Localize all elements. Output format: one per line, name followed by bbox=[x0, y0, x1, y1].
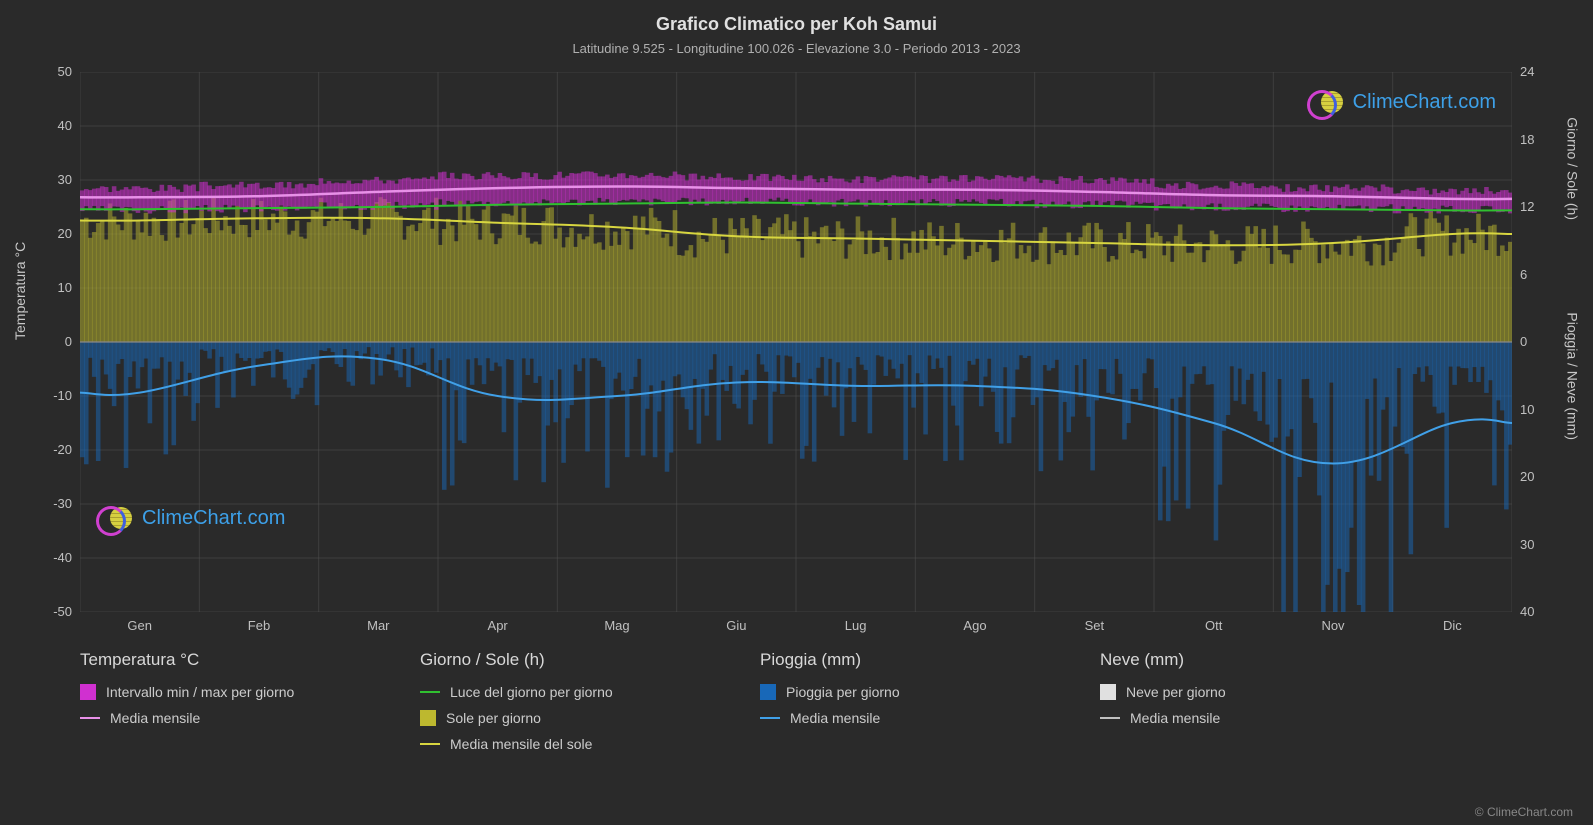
legend-heading: Temperatura °C bbox=[80, 650, 380, 670]
x-tick-month: Feb bbox=[229, 618, 289, 633]
chart-plot-area: ClimeChart.com ClimeChart.com bbox=[80, 72, 1512, 612]
y-tick-right: 20 bbox=[1520, 469, 1550, 484]
legend-col-rain: Pioggia (mm) Pioggia per giorno Media me… bbox=[760, 650, 1060, 752]
legend-item: Media mensile del sole bbox=[420, 736, 720, 752]
y-tick-left: 0 bbox=[42, 334, 72, 349]
watermark-text: ClimeChart.com bbox=[142, 507, 285, 530]
y-tick-left: 40 bbox=[42, 118, 72, 133]
rain-swatch-icon bbox=[760, 684, 776, 700]
legend-label: Sole per giorno bbox=[446, 710, 541, 726]
x-tick-month: Ott bbox=[1184, 618, 1244, 633]
x-tick-month: Dic bbox=[1422, 618, 1482, 633]
x-tick-month: Mag bbox=[587, 618, 647, 633]
daylight-line-icon bbox=[420, 691, 440, 693]
y-tick-right: 12 bbox=[1520, 199, 1550, 214]
y-tick-left: -20 bbox=[42, 442, 72, 457]
legend-item: Media mensile bbox=[760, 710, 1060, 726]
legend-item: Intervallo min / max per giorno bbox=[80, 684, 380, 700]
x-tick-month: Mar bbox=[348, 618, 408, 633]
y-tick-left: 30 bbox=[42, 172, 72, 187]
x-tick-month: Nov bbox=[1303, 618, 1363, 633]
legend-item: Media mensile bbox=[80, 710, 380, 726]
legend-heading: Pioggia (mm) bbox=[760, 650, 1060, 670]
y-tick-left: 50 bbox=[42, 64, 72, 79]
legend-label: Luce del giorno per giorno bbox=[450, 684, 613, 700]
y-tick-right: 30 bbox=[1520, 537, 1550, 552]
y-tick-right: 0 bbox=[1520, 334, 1550, 349]
x-tick-month: Apr bbox=[468, 618, 528, 633]
legend-col-daylight: Giorno / Sole (h) Luce del giorno per gi… bbox=[420, 650, 720, 752]
x-tick-month: Ago bbox=[945, 618, 1005, 633]
legend-label: Media mensile del sole bbox=[450, 736, 592, 752]
legend-item: Sole per giorno bbox=[420, 710, 720, 726]
y-tick-left: 20 bbox=[42, 226, 72, 241]
y-tick-left: -40 bbox=[42, 550, 72, 565]
legend: Temperatura °C Intervallo min / max per … bbox=[80, 650, 1512, 752]
y-tick-left: -30 bbox=[42, 496, 72, 511]
legend-label: Neve per giorno bbox=[1126, 684, 1226, 700]
chart-svg bbox=[80, 72, 1512, 612]
y-axis-right-bot-label: Pioggia / Neve (mm) bbox=[1565, 312, 1581, 440]
temp-range-swatch-icon bbox=[80, 684, 96, 700]
climechart-logo-icon bbox=[96, 506, 134, 530]
legend-item: Luce del giorno per giorno bbox=[420, 684, 720, 700]
legend-label: Intervallo min / max per giorno bbox=[106, 684, 294, 700]
climechart-logo-icon bbox=[1307, 90, 1345, 114]
y-tick-right: 18 bbox=[1520, 132, 1550, 147]
y-axis-right-top-label: Giorno / Sole (h) bbox=[1565, 117, 1581, 220]
y-tick-right: 24 bbox=[1520, 64, 1550, 79]
legend-item: Media mensile bbox=[1100, 710, 1400, 726]
y-tick-right: 6 bbox=[1520, 267, 1550, 282]
watermark-top-right: ClimeChart.com bbox=[1307, 90, 1496, 114]
temp-mean-line-icon bbox=[80, 717, 100, 719]
legend-item: Pioggia per giorno bbox=[760, 684, 1060, 700]
legend-heading: Giorno / Sole (h) bbox=[420, 650, 720, 670]
legend-label: Media mensile bbox=[1130, 710, 1220, 726]
chart-title: Grafico Climatico per Koh Samui bbox=[0, 0, 1593, 35]
watermark-text: ClimeChart.com bbox=[1353, 91, 1496, 114]
sun-mean-line-icon bbox=[420, 743, 440, 745]
y-tick-left: -50 bbox=[42, 604, 72, 619]
snow-mean-line-icon bbox=[1100, 717, 1120, 719]
legend-col-snow: Neve (mm) Neve per giorno Media mensile bbox=[1100, 650, 1400, 752]
rain-mean-line-icon bbox=[760, 717, 780, 719]
y-tick-left: 10 bbox=[42, 280, 72, 295]
legend-label: Media mensile bbox=[110, 710, 200, 726]
copyright-text: © ClimeChart.com bbox=[1475, 805, 1573, 819]
legend-label: Pioggia per giorno bbox=[786, 684, 900, 700]
watermark-bottom-left: ClimeChart.com bbox=[96, 506, 285, 530]
chart-subtitle: Latitudine 9.525 - Longitudine 100.026 -… bbox=[0, 41, 1593, 56]
legend-label: Media mensile bbox=[790, 710, 880, 726]
x-tick-month: Lug bbox=[826, 618, 886, 633]
x-tick-month: Giu bbox=[706, 618, 766, 633]
x-tick-month: Gen bbox=[110, 618, 170, 633]
y-tick-left: -10 bbox=[42, 388, 72, 403]
y-axis-left-label: Temperatura °C bbox=[12, 242, 28, 340]
sun-swatch-icon bbox=[420, 710, 436, 726]
legend-heading: Neve (mm) bbox=[1100, 650, 1400, 670]
legend-col-temperature: Temperatura °C Intervallo min / max per … bbox=[80, 650, 380, 752]
snow-swatch-icon bbox=[1100, 684, 1116, 700]
legend-item: Neve per giorno bbox=[1100, 684, 1400, 700]
y-tick-right: 40 bbox=[1520, 604, 1550, 619]
y-tick-right: 10 bbox=[1520, 402, 1550, 417]
x-tick-month: Set bbox=[1064, 618, 1124, 633]
